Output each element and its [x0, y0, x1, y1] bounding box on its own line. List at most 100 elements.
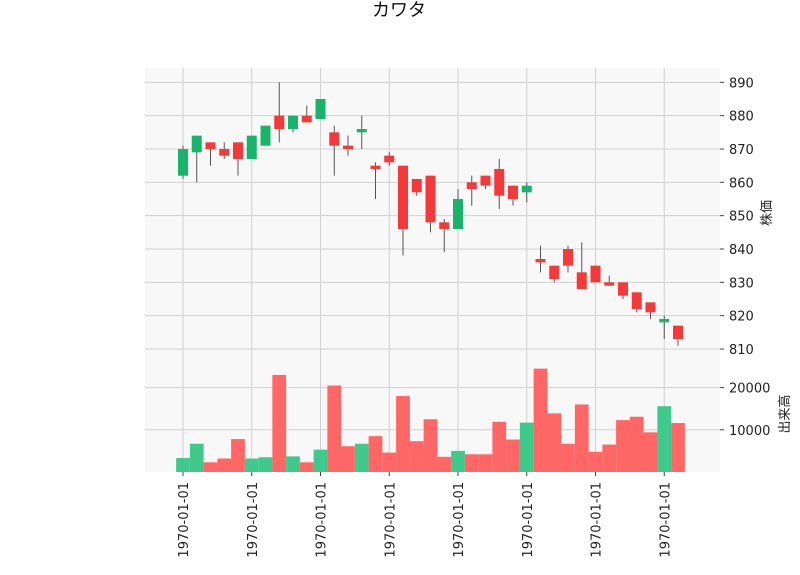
candle-body-up — [191, 135, 202, 153]
volume-tick-label: 20000 — [729, 382, 770, 397]
price-axis-ticks: 810 820 830 840 850 860 870 880 890 — [720, 76, 754, 358]
volume-bar-down — [574, 404, 589, 472]
price-tick-label: 880 — [729, 110, 754, 125]
candle-body-up — [288, 115, 298, 130]
volume-bar-down — [533, 368, 548, 472]
x-tick-label: 1970-01-01 — [246, 482, 261, 558]
candle-body-down — [480, 175, 491, 186]
candle-body-down — [508, 185, 518, 200]
volume-bar-up — [286, 456, 300, 472]
candle-body-up — [178, 149, 188, 176]
volume-bar-down — [629, 416, 644, 472]
x-tick-label: 1970-01-01 — [590, 482, 605, 558]
volume-bar-up — [244, 458, 259, 472]
candle-body-up — [246, 135, 257, 160]
price-tick-label: 810 — [729, 343, 754, 358]
candle-body-down — [274, 115, 285, 130]
candle-body-down — [590, 265, 601, 283]
volume-bar-down — [588, 451, 603, 472]
volume-bar-down — [464, 454, 479, 472]
candle-body-down — [343, 145, 353, 150]
candle-body-up — [521, 185, 532, 193]
volume-bar-up — [451, 450, 465, 472]
candle-body-down — [673, 325, 683, 340]
candle-body-down — [411, 179, 422, 193]
candle-body-down — [329, 132, 340, 146]
price-tick-label: 860 — [729, 176, 754, 191]
volume-bar-down — [506, 439, 520, 472]
chart-title: カワタ — [372, 0, 426, 21]
volume-bar-up — [519, 422, 534, 472]
candle-body-up — [659, 319, 670, 323]
volume-bar-down — [547, 413, 562, 472]
volume-bar-down — [478, 454, 493, 472]
candle-body-up — [315, 99, 326, 120]
volume-bar-up — [258, 457, 273, 472]
candle-body-down — [466, 182, 477, 190]
volume-tick-label: 10000 — [729, 424, 770, 439]
x-tick-label: 1970-01-01 — [658, 482, 673, 558]
candle-body-down — [398, 165, 408, 230]
candle-body-up — [453, 199, 463, 230]
volume-bar-down — [437, 456, 452, 472]
volume-bar-up — [189, 443, 204, 472]
candle-body-down — [219, 149, 230, 156]
candle-body-down — [535, 259, 546, 263]
x-tick-label: 1970-01-01 — [315, 482, 330, 558]
volume-bar-up — [313, 449, 328, 472]
candle-body-up — [356, 129, 367, 133]
candle-body-down — [301, 115, 312, 123]
candle-body-down — [631, 292, 642, 310]
candle-body-down — [645, 302, 656, 313]
candle-body-down — [618, 282, 628, 296]
price-axis-title: 株価 — [760, 200, 775, 226]
candle-body-down — [425, 175, 436, 223]
price-tick-label: 820 — [729, 310, 754, 325]
volume-bar-down — [492, 421, 507, 472]
volume-bars — [176, 368, 685, 472]
volume-bar-down — [382, 452, 397, 472]
x-tick-label: 1970-01-01 — [177, 482, 192, 558]
price-tick-label: 850 — [729, 210, 754, 225]
volume-axis-ticks: 10000 20000 — [720, 382, 770, 439]
price-tick-label: 870 — [729, 143, 754, 158]
volume-bar-down — [217, 458, 232, 472]
volume-axis-title: 出来高 — [777, 394, 793, 433]
volume-bar-down — [272, 374, 287, 472]
volume-bar-down — [231, 439, 245, 472]
x-tick-label: 1970-01-01 — [521, 482, 536, 558]
volume-bar-down — [396, 396, 410, 472]
candle-body-down — [205, 142, 216, 150]
volume-bar-down — [368, 436, 383, 472]
candle-body-down — [370, 165, 381, 170]
volume-bar-down — [341, 446, 355, 472]
volume-bar-down — [602, 444, 617, 472]
grid-lines — [145, 68, 720, 472]
price-tick-label: 890 — [729, 76, 754, 91]
candle-body-down — [494, 169, 505, 196]
volume-bar-down — [409, 441, 424, 472]
candle-body-down — [549, 265, 560, 280]
price-tick-label: 830 — [729, 276, 754, 291]
volume-bar-down — [423, 419, 438, 472]
candle-body-down — [439, 222, 450, 230]
volume-bar-down — [643, 432, 658, 472]
volume-bar-down — [561, 443, 575, 472]
x-tick-label: 1970-01-01 — [452, 482, 467, 558]
price-tick-label: 840 — [729, 243, 754, 258]
volume-bar-down — [327, 385, 342, 472]
volume-bar-up — [176, 458, 190, 472]
volume-bar-down — [671, 423, 685, 472]
candle-body-down — [233, 142, 243, 160]
candle-body-up — [260, 125, 271, 146]
x-axis-ticks: 1970-01-01 1970-01-01 1970-01-01 1970-01-01… — [177, 472, 673, 558]
candle-body-down — [576, 272, 587, 290]
volume-bar-up — [657, 406, 672, 472]
candle-body-down — [563, 249, 573, 266]
volume-bar-up — [354, 443, 369, 472]
candle-body-down — [384, 155, 395, 163]
volume-bar-down — [616, 420, 630, 472]
x-tick-label: 1970-01-01 — [383, 482, 398, 558]
volume-bar-down — [203, 462, 218, 472]
